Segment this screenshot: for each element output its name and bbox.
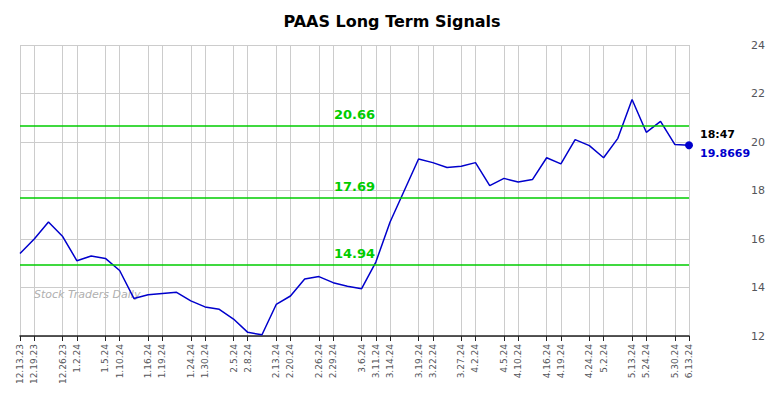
svg-text:3.14.24: 3.14.24 xyxy=(385,344,395,379)
svg-text:12.13.23: 12.13.23 xyxy=(15,344,25,384)
svg-text:14.94: 14.94 xyxy=(334,246,375,261)
svg-text:4.10.24: 4.10.24 xyxy=(513,344,523,379)
svg-text:PAAS Long Term Signals: PAAS Long Term Signals xyxy=(283,12,500,31)
svg-text:3.19.24: 3.19.24 xyxy=(414,344,424,379)
svg-text:24: 24 xyxy=(751,39,765,52)
svg-text:1.16.24: 1.16.24 xyxy=(143,344,153,379)
svg-text:3.22.24: 3.22.24 xyxy=(428,344,438,379)
svg-text:12.26.23: 12.26.23 xyxy=(58,344,68,384)
svg-text:1.24.24: 1.24.24 xyxy=(186,344,196,379)
svg-text:2.29.24: 2.29.24 xyxy=(328,344,338,379)
svg-text:17.69: 17.69 xyxy=(334,179,375,194)
svg-text:1.19.24: 1.19.24 xyxy=(157,344,167,379)
svg-text:1.30.24: 1.30.24 xyxy=(200,344,210,379)
svg-text:2.26.24: 2.26.24 xyxy=(314,344,324,379)
svg-text:5.2.24: 5.2.24 xyxy=(599,344,609,373)
svg-text:5.13.24: 5.13.24 xyxy=(627,344,637,379)
svg-text:3.11.24: 3.11.24 xyxy=(371,344,381,379)
svg-text:16: 16 xyxy=(751,233,765,246)
svg-text:5.30.24: 5.30.24 xyxy=(670,344,680,379)
svg-text:12: 12 xyxy=(751,330,765,343)
svg-text:6.13.24: 6.13.24 xyxy=(684,344,694,379)
svg-text:20: 20 xyxy=(751,136,765,149)
svg-text:2.13.24: 2.13.24 xyxy=(271,344,281,379)
svg-text:4.16.24: 4.16.24 xyxy=(542,344,552,379)
svg-text:12.19.23: 12.19.23 xyxy=(29,344,39,384)
svg-text:5.24.24: 5.24.24 xyxy=(641,344,651,379)
svg-text:4.24.24: 4.24.24 xyxy=(584,344,594,379)
svg-text:1.2.24: 1.2.24 xyxy=(72,344,82,373)
svg-text:4.19.24: 4.19.24 xyxy=(556,344,566,379)
svg-text:3.27.24: 3.27.24 xyxy=(456,344,466,379)
svg-text:2.8.24: 2.8.24 xyxy=(243,344,253,373)
svg-text:19.8669: 19.8669 xyxy=(700,147,750,160)
svg-text:2.5.24: 2.5.24 xyxy=(229,344,239,373)
svg-text:4.5.24: 4.5.24 xyxy=(499,344,509,373)
svg-text:1.10.24: 1.10.24 xyxy=(115,344,125,379)
svg-text:4.2.24: 4.2.24 xyxy=(470,344,480,373)
svg-text:1.5.24: 1.5.24 xyxy=(100,344,110,373)
svg-text:14: 14 xyxy=(751,281,765,294)
svg-text:20.66: 20.66 xyxy=(334,107,375,122)
svg-text:18:47: 18:47 xyxy=(700,128,735,141)
svg-text:2.20.24: 2.20.24 xyxy=(285,344,295,379)
svg-text:Stock Traders Daily: Stock Traders Daily xyxy=(34,288,141,301)
svg-text:22: 22 xyxy=(751,87,765,100)
svg-text:3.6.24: 3.6.24 xyxy=(357,344,367,373)
svg-text:18: 18 xyxy=(751,184,765,197)
